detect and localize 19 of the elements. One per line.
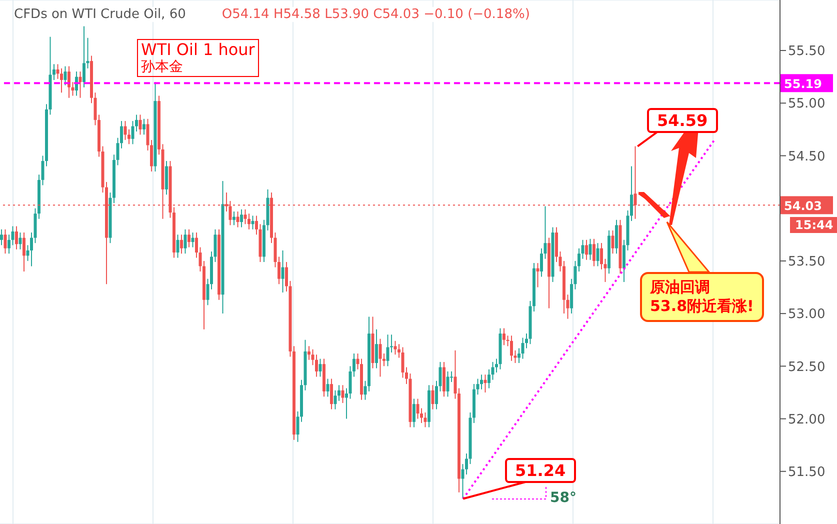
annotation: 58° bbox=[550, 490, 576, 506]
text: 15:44 bbox=[790, 217, 837, 233]
y-tick-label: 53.00 bbox=[788, 307, 826, 322]
text: CFDs on WTI Crude Oil, 60 bbox=[14, 7, 186, 22]
text: O54.14 H54.58 L53.90 C54.03 −0.10 (−0.18%) bbox=[222, 7, 530, 22]
ref-line-label: 54.03 bbox=[784, 199, 822, 214]
y-tick-label: 55.50 bbox=[788, 44, 826, 60]
annotation: 51.24 bbox=[505, 458, 576, 483]
y-tick-label: 52.50 bbox=[788, 360, 826, 375]
y-tick-label: 51.50 bbox=[788, 465, 826, 480]
annotation: 54.59 bbox=[647, 108, 718, 133]
annotation: 原油回调 53.8附近看涨! bbox=[640, 272, 764, 322]
y-tick-label: 52.00 bbox=[788, 412, 826, 428]
y-tick-label: 53.50 bbox=[788, 254, 826, 270]
annotation: 孙本金 bbox=[137, 58, 259, 77]
y-tick-label: 55.00 bbox=[788, 96, 826, 112]
annotation: WTI Oil 1 hour bbox=[137, 39, 259, 59]
ref-line-label: 55.19 bbox=[784, 77, 822, 92]
y-tick-label: 54.50 bbox=[788, 149, 826, 164]
